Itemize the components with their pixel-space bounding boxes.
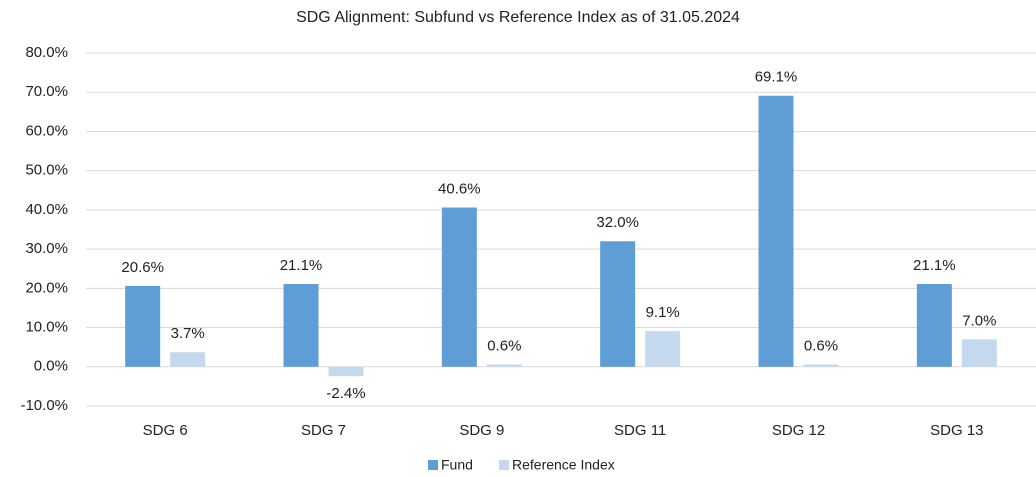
bar: [645, 331, 681, 367]
bar: [916, 284, 952, 367]
data-label: 21.1%: [280, 257, 323, 274]
bar: [961, 339, 997, 367]
chart-title: SDG Alignment: Subfund vs Reference Inde…: [296, 9, 740, 26]
data-label: 20.6%: [121, 259, 164, 276]
legend-swatch: [499, 460, 509, 470]
data-label: 3.7%: [171, 325, 205, 342]
x-tick-label: SDG 6: [143, 422, 188, 439]
bar: [600, 241, 636, 367]
y-tick-label: 60.0%: [25, 122, 68, 139]
bar: [803, 364, 839, 367]
data-label: 32.0%: [596, 214, 639, 231]
y-tick-label: 30.0%: [25, 240, 68, 257]
legend-swatch: [428, 460, 438, 470]
data-label: 0.6%: [804, 337, 838, 354]
bar: [328, 366, 364, 377]
x-tick-label: SDG 11: [614, 422, 666, 439]
data-label: 40.6%: [438, 181, 481, 198]
y-tick-label: 10.0%: [25, 319, 68, 336]
legend-label: Reference Index: [512, 457, 615, 473]
y-tick-label: 0.0%: [34, 358, 68, 375]
legend-label: Fund: [441, 457, 473, 473]
data-label: -2.4%: [326, 385, 365, 402]
y-tick-label: 50.0%: [25, 162, 68, 179]
y-tick-label: 20.0%: [25, 279, 68, 296]
data-label: 0.6%: [487, 337, 521, 354]
data-label: 9.1%: [646, 304, 680, 321]
x-tick-label: SDG 7: [301, 422, 346, 439]
x-tick-label: SDG 12: [772, 422, 825, 439]
data-label: 21.1%: [913, 257, 956, 274]
bar: [441, 207, 477, 367]
bar: [125, 285, 161, 367]
data-label: 69.1%: [755, 69, 798, 86]
data-label: 7.0%: [962, 312, 996, 329]
x-tick-label: SDG 9: [459, 422, 504, 439]
bar: [170, 352, 206, 367]
y-tick-label: 80.0%: [25, 44, 68, 61]
y-tick-label: 70.0%: [25, 83, 68, 100]
bar: [758, 95, 794, 367]
y-tick-label: 40.0%: [25, 201, 68, 218]
bar: [283, 284, 319, 367]
x-tick-label: SDG 13: [930, 422, 983, 439]
y-tick-label: -10.0%: [20, 397, 68, 414]
bar: [486, 364, 522, 367]
